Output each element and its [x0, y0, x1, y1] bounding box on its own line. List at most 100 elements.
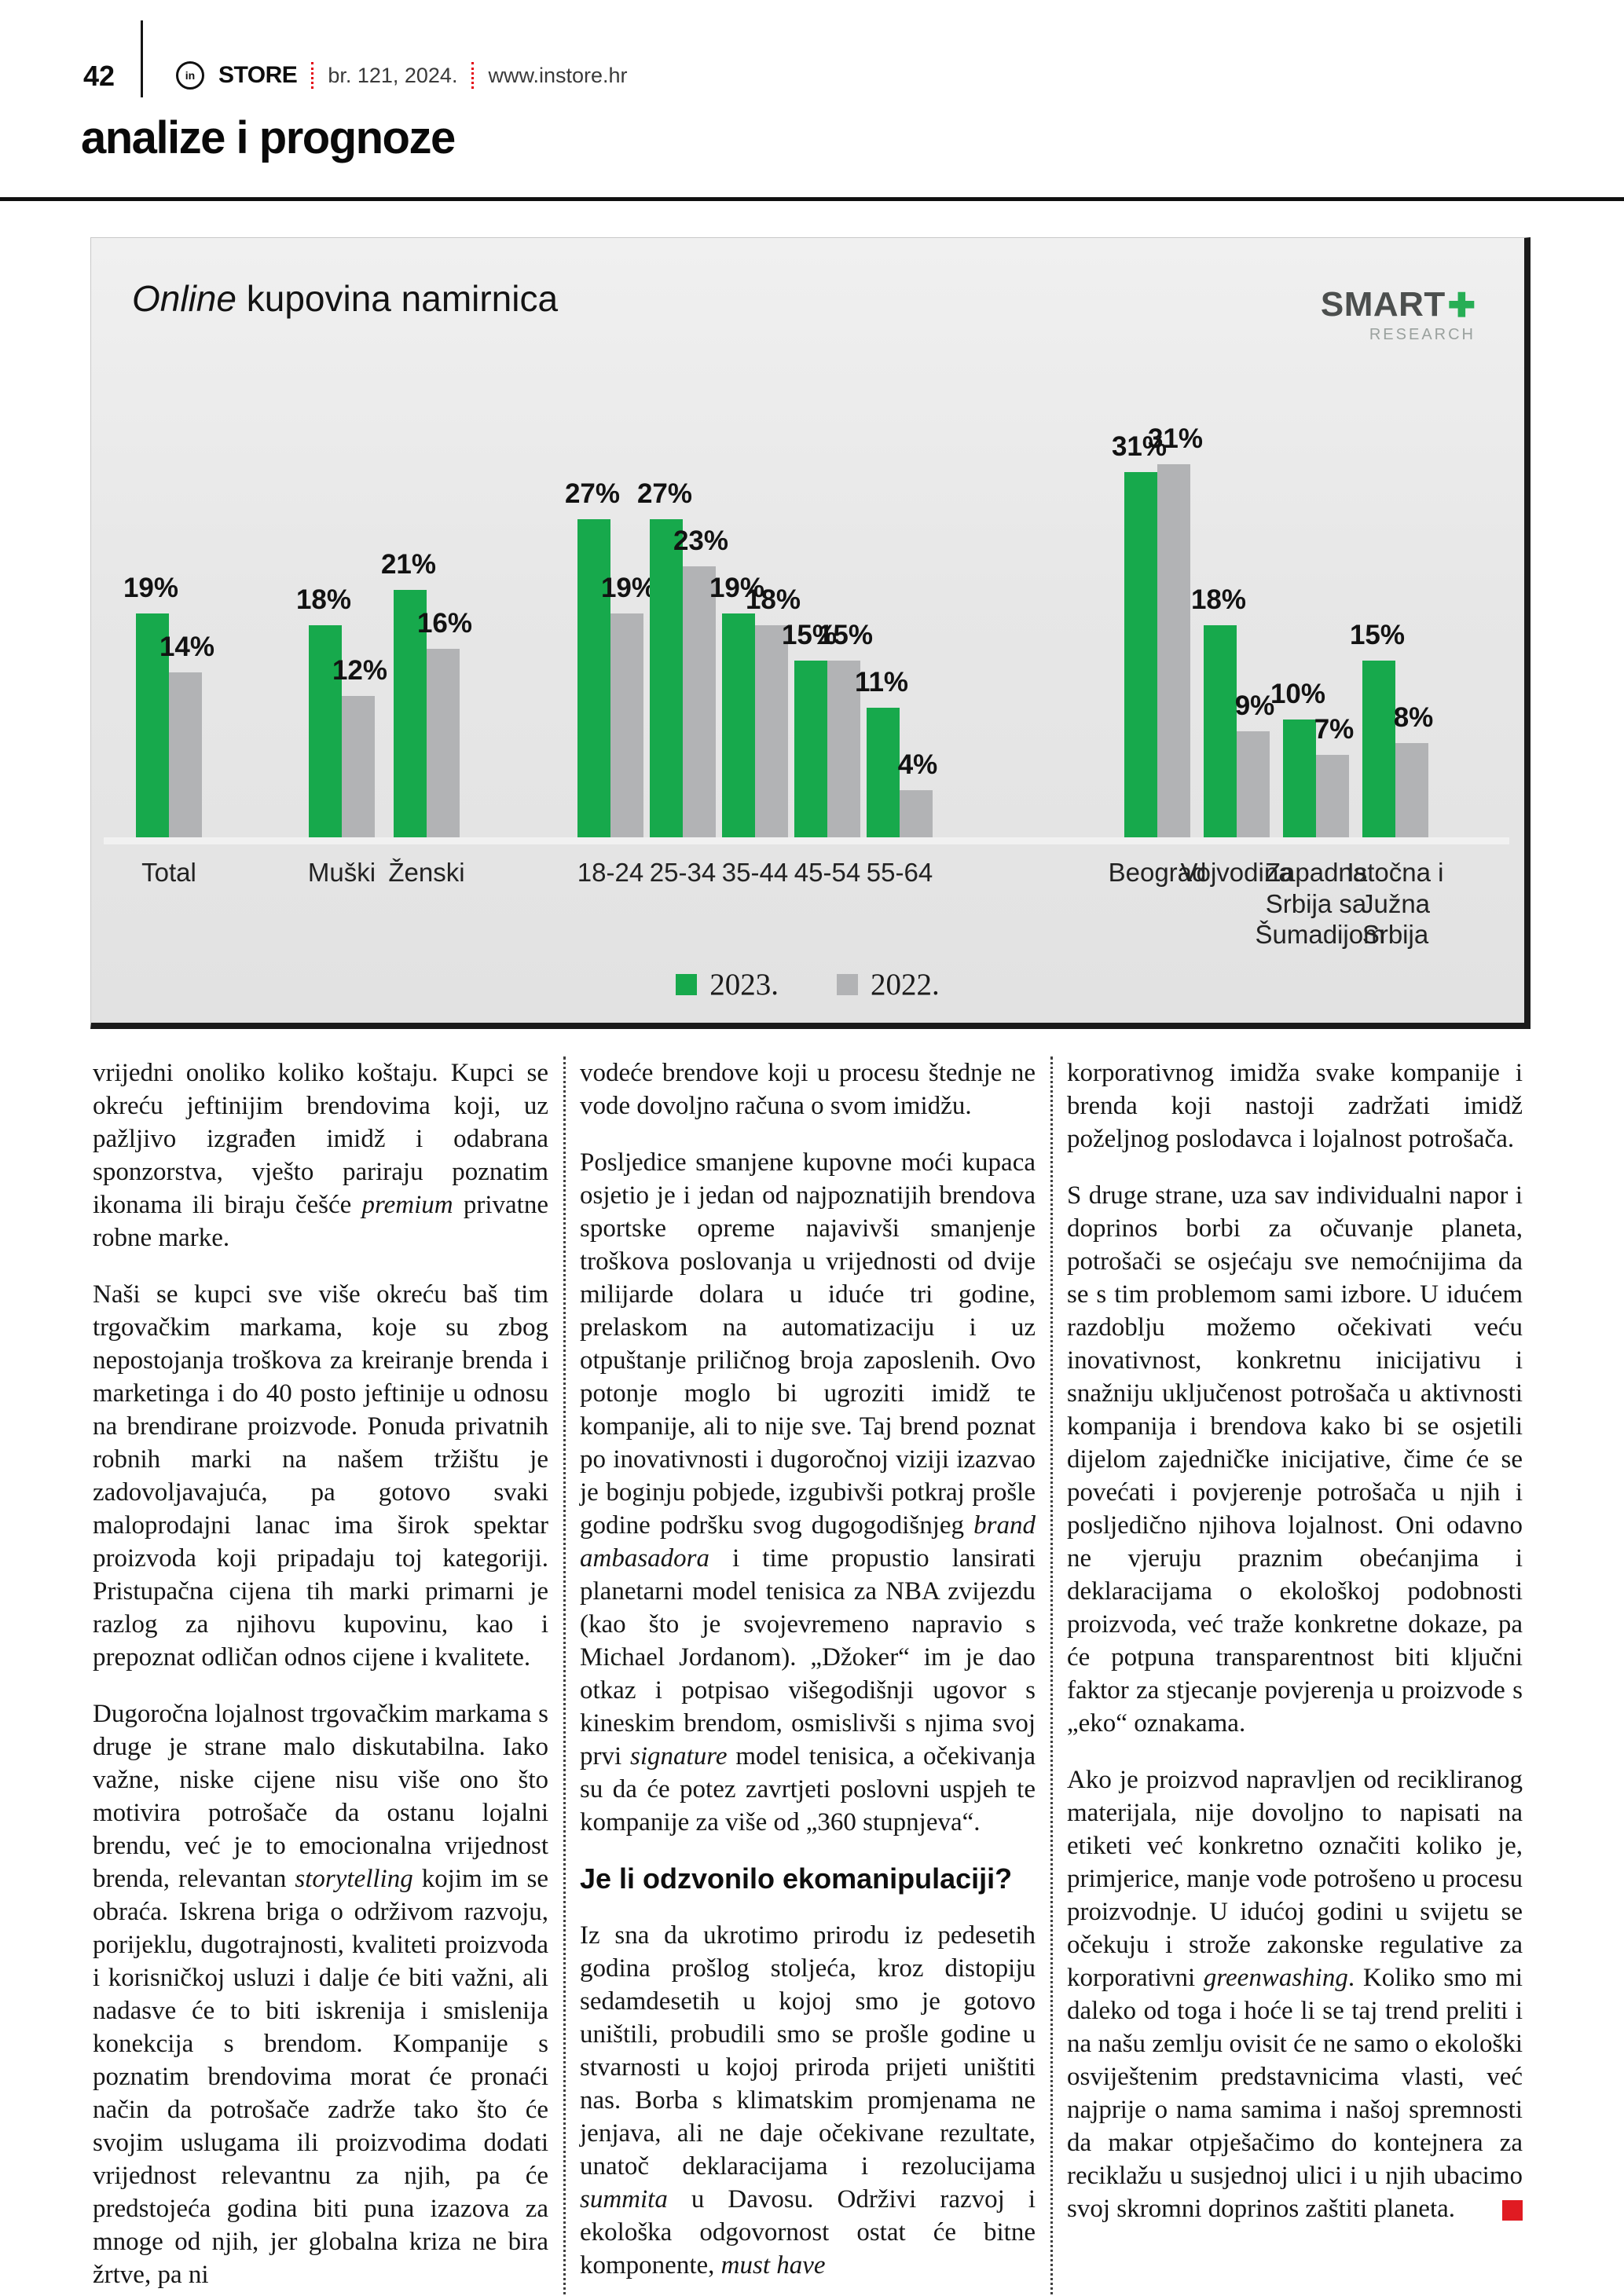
chart-plot: 19% 14% Total 18% 12% Muški 21% 16% Ženski 27% 19%…: [104, 238, 1518, 949]
chart-baseline: [104, 837, 1509, 844]
bar-value-label-2023: 18%: [1190, 584, 1247, 615]
chart-bar-group: 10% 7% Zapadna Srbija sa Šumadijom: [1256, 238, 1385, 949]
article-paragraph: S druge strane, uza sav individualni nap…: [1067, 1181, 1523, 1738]
website-url: www.instore.hr: [488, 63, 628, 87]
magazine-logo: STORE: [218, 62, 298, 88]
category-label: Ženski: [388, 858, 465, 887]
chart-bar-group: 18% 12% Muški: [296, 238, 387, 887]
issue-number: br. 121, 2024.: [328, 63, 458, 87]
article-body: vrijedni onoliko koliko koštaju. Kupci s…: [93, 1056, 1529, 2296]
header-divider-line: [141, 20, 143, 97]
bar-value-label-2022: 12%: [332, 655, 388, 686]
category-label: Zapadna Srbija sa Šumadijom: [1255, 858, 1385, 950]
bar-2023: [722, 613, 755, 837]
article-subheading: Je li odzvonilo ekomanipulaciji?: [580, 1862, 1013, 1895]
chart-bar-group: 27% 23% 25-34: [637, 238, 728, 887]
bar-value-label-2023: 19%: [709, 573, 765, 603]
bar-value-label-2022: 18%: [745, 584, 801, 615]
bar-value-label-2023: 21%: [380, 549, 437, 580]
bar-2022: [1316, 755, 1349, 837]
chart-bar-group: 19% 14% Total: [123, 238, 214, 887]
chart-bar-group: 19% 18% 35-44: [709, 238, 801, 887]
bar-value-label-2023: 15%: [781, 620, 838, 650]
article-column-1: vrijedni onoliko koliko koštaju. Kupci s…: [93, 1056, 548, 2296]
bar-value-label-2022: 9%: [1234, 690, 1275, 721]
bar-2022: [755, 625, 788, 837]
bar-value-label-2022: 31%: [1147, 423, 1204, 454]
legend-label-2023: 2023.: [709, 968, 779, 1002]
bar-value-label-2022: 15%: [817, 620, 874, 650]
legend-swatch-2023: [676, 974, 698, 995]
bar-value-label-2023: 27%: [564, 478, 621, 509]
bar-2022: [827, 661, 860, 837]
bar-2022: [1157, 464, 1190, 837]
bar-value-label-2023: 18%: [295, 584, 352, 615]
bar-2023: [1283, 720, 1316, 837]
category-label: Beograd: [1108, 858, 1207, 887]
article-column-3: korporativnog imidža svake kompanije i b…: [1050, 1056, 1523, 2296]
bar-value-label-2022: 19%: [600, 573, 657, 603]
bar-2022: [1395, 743, 1428, 837]
legend-item-2022: 2022.: [837, 967, 940, 1002]
bar-2022: [169, 672, 202, 837]
chart-panel: Online kupovina namirnica SMART ✚ RESEAR…: [90, 237, 1531, 1029]
article-column-2: vodeće brendove koji u procesu štednje n…: [563, 1056, 1036, 2296]
dotted-separator-icon: [311, 62, 314, 89]
legend-label-2022: 2022.: [871, 968, 940, 1002]
section-rule: [0, 197, 1624, 201]
bar-2023: [1362, 661, 1395, 837]
bar-2023: [650, 519, 683, 837]
category-label: Vojvodina: [1180, 858, 1293, 887]
bar-2022: [342, 696, 375, 837]
plus-icon: ✚: [1447, 286, 1476, 324]
category-label: 18-24: [577, 858, 644, 887]
bar-2022: [427, 649, 460, 837]
chart-bar-group: 11% 4% 55-64: [855, 238, 937, 887]
chart-bar-group: 15% 15% 45-54: [782, 238, 873, 887]
bar-value-label-2023: 15%: [1349, 620, 1406, 650]
category-label: 25-34: [649, 858, 717, 887]
article-paragraph: vodeće brendove koji u procesu štednje n…: [580, 1059, 1036, 1120]
smart-research-logo: SMART ✚ RESEARCH: [1321, 285, 1476, 344]
legend-swatch-2022: [837, 974, 858, 995]
bar-2022: [610, 613, 643, 837]
bar-2023: [309, 625, 342, 837]
bar-2022: [683, 566, 716, 837]
chart-bar-group: 15% 8% Istočna i Južna Srbija: [1347, 238, 1444, 949]
category-label: 45-54: [794, 858, 861, 887]
bar-value-label-2023: 11%: [854, 667, 909, 698]
bar-2023: [1204, 625, 1237, 837]
bar-2023: [867, 708, 900, 837]
bar-2023: [1124, 472, 1157, 837]
article-end-marker: [1502, 2200, 1523, 2221]
bar-value-label-2023: 19%: [123, 573, 179, 603]
chart-title: Online kupovina namirnica: [132, 277, 558, 320]
chart-bar-group: 18% 9% Vojvodina: [1180, 238, 1292, 887]
chart-bar-group: 31% 31% Beograd: [1109, 238, 1207, 887]
category-label: 35-44: [721, 858, 789, 887]
legend-item-2023: 2023.: [676, 967, 779, 1002]
header-bar: in STORE br. 121, 2024. www.instore.hr: [176, 61, 628, 90]
article-paragraph: vrijedni onoliko koliko koštaju. Kupci s…: [93, 1059, 548, 1252]
bar-2023: [136, 613, 169, 837]
bar-2022: [1237, 731, 1270, 837]
bar-2023: [577, 519, 610, 837]
article-paragraph: Dugoročna lojalnost trgovačkim markama s…: [93, 1700, 548, 2289]
article-paragraph: Naši se kupci sve više okreću baš tim tr…: [93, 1280, 548, 1672]
category-label: 55-64: [866, 858, 933, 887]
chart-legend: 2023. 2022.: [91, 967, 1524, 1002]
category-label: Istočna i Južna Srbija: [1347, 858, 1444, 950]
bar-2022: [900, 790, 933, 837]
bar-value-label-2023: 27%: [636, 478, 693, 509]
bar-2023: [394, 590, 427, 837]
bar-value-label-2022: 23%: [673, 525, 729, 556]
bar-value-label-2022: 4%: [897, 749, 938, 780]
chart-bar-group: 27% 19% 18-24: [565, 238, 656, 887]
article-paragraph: Iz sna da ukrotimo prirodu iz pedesetih …: [580, 1921, 1036, 2280]
dotted-separator-icon: [471, 62, 475, 89]
bar-2023: [794, 661, 827, 837]
bar-value-label-2022: 16%: [416, 608, 473, 639]
chart-title-rest: kupovina namirnica: [236, 278, 559, 319]
smart-logo-text: SMART: [1320, 285, 1446, 324]
